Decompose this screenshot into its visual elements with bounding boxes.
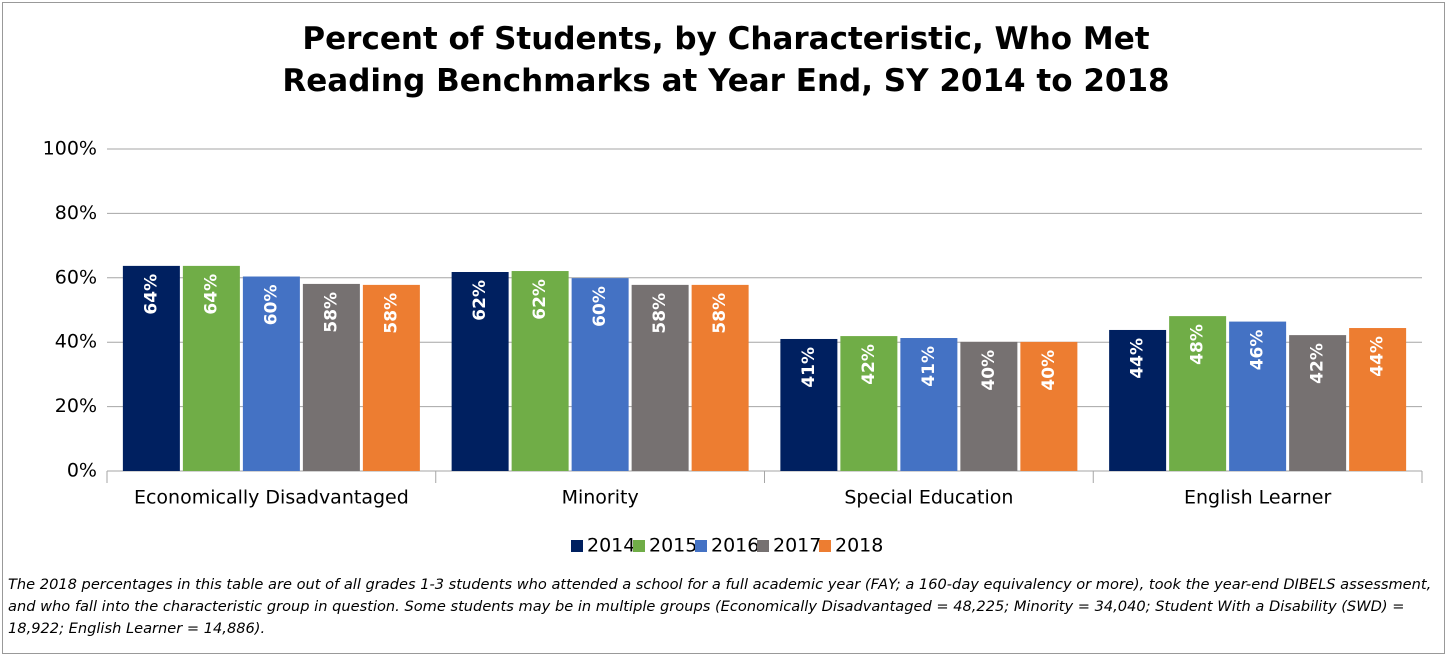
data-label: 62% (470, 280, 490, 321)
data-label: 41% (919, 346, 939, 387)
data-label: 62% (530, 279, 550, 320)
legend-swatch (819, 540, 831, 552)
data-label: 42% (1308, 343, 1328, 384)
x-tick-label: Minority (562, 487, 639, 509)
bar (362, 284, 420, 471)
bar (840, 336, 898, 471)
bar (122, 265, 180, 471)
data-label: 58% (321, 292, 341, 333)
legend-swatch (571, 540, 583, 552)
legend-label: 2016 (711, 535, 759, 557)
bar (182, 265, 240, 471)
data-label: 60% (261, 285, 281, 326)
y-tick-label: 40% (55, 331, 97, 353)
bar (1289, 335, 1347, 471)
data-label: 64% (141, 274, 161, 315)
data-label: 40% (979, 350, 999, 391)
data-label: 64% (201, 274, 221, 315)
bar (451, 272, 509, 471)
data-label: 44% (1128, 338, 1148, 379)
legend-label: 2015 (649, 535, 697, 557)
bar (242, 276, 300, 471)
legend-label: 2018 (835, 535, 883, 557)
bar (780, 338, 838, 471)
bar (1020, 341, 1078, 471)
y-tick-label: 20% (55, 395, 97, 417)
footnote: The 2018 percentages in this table are o… (8, 576, 1432, 637)
data-label: 46% (1248, 330, 1268, 371)
data-label: 60% (590, 286, 610, 327)
data-label: 58% (650, 293, 670, 334)
bar (1229, 321, 1287, 471)
legend-swatch (633, 540, 645, 552)
x-tick-label: Special Education (844, 487, 1013, 509)
data-label: 44% (1368, 336, 1388, 377)
chart-frame (2, 2, 1445, 654)
bar (1169, 316, 1227, 471)
bar (691, 284, 749, 471)
y-tick-label: 80% (55, 202, 97, 224)
data-label: 48% (1188, 324, 1208, 365)
data-label: 40% (1039, 350, 1059, 391)
bar (511, 271, 569, 471)
bar (571, 278, 629, 471)
bar (900, 338, 958, 471)
bar (631, 284, 689, 471)
y-tick-label: 100% (43, 138, 97, 160)
data-label: 58% (381, 293, 401, 334)
y-tick-label: 0% (67, 460, 97, 482)
legend-swatch (695, 540, 707, 552)
data-label: 42% (859, 344, 879, 385)
bar (1109, 329, 1167, 471)
legend-label: 2017 (773, 535, 821, 557)
x-tick-label: Economically Disadvantaged (134, 487, 409, 509)
x-tick-label: English Learner (1184, 487, 1331, 509)
data-label: 41% (799, 347, 819, 388)
y-tick-label: 60% (55, 266, 97, 288)
legend-label: 2014 (587, 535, 635, 557)
bar (1349, 328, 1407, 471)
chart-title: Percent of Students, by Characteristic, … (282, 21, 1170, 99)
bar (302, 283, 360, 471)
legend-swatch (757, 540, 769, 552)
bar (960, 341, 1018, 471)
data-label: 58% (710, 293, 730, 334)
